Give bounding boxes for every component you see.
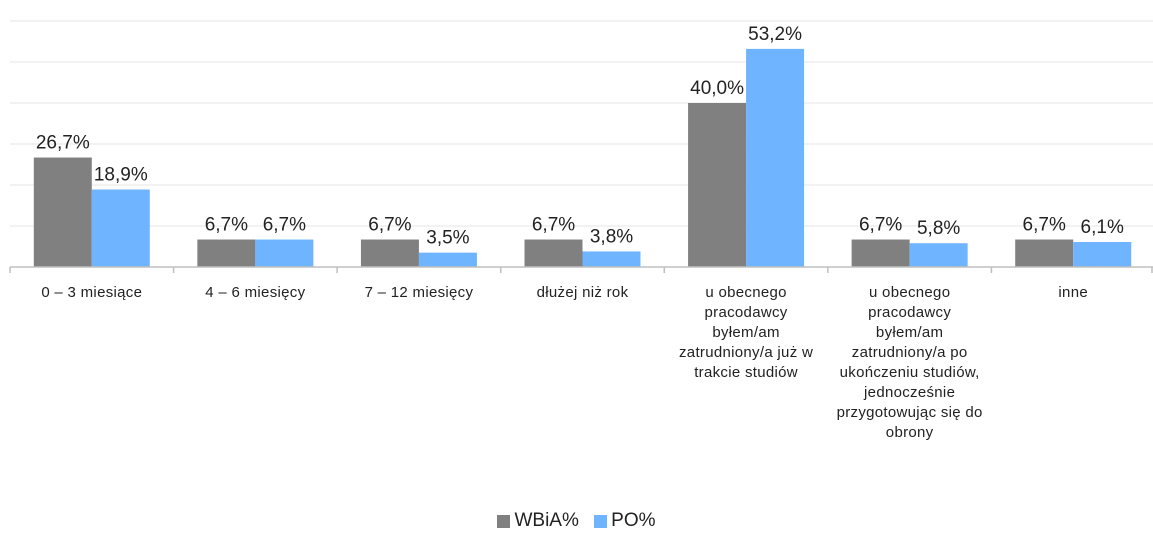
category-label-1: 4 – 6 miesięcy — [205, 284, 306, 301]
bar-wbia-0 — [33, 157, 92, 267]
legend-item-wbia: WBiA% — [497, 510, 579, 532]
data-label-wbia-6: 6,7% — [1023, 215, 1066, 236]
bar-po-4 — [746, 48, 805, 267]
data-label-po-5: 5,8% — [917, 218, 960, 239]
bar-wbia-1 — [197, 239, 256, 267]
data-label-wbia-2: 6,7% — [368, 215, 411, 236]
bar-po-5 — [909, 243, 968, 267]
legend-label-wbia: WBiA% — [514, 510, 579, 531]
bar-wbia-4 — [688, 103, 747, 267]
category-label-3: dłużej niż rok — [536, 284, 629, 301]
data-label-wbia-0: 26,7% — [36, 133, 90, 154]
bar-wbia-3 — [524, 239, 583, 267]
bar-po-3 — [582, 251, 641, 267]
bar-po-1 — [255, 239, 314, 267]
legend: WBiA% PO% — [0, 510, 1153, 534]
category-label-0: 0 – 3 miesiące — [41, 284, 143, 301]
data-label-po-6: 6,1% — [1081, 217, 1124, 238]
data-label-wbia-5: 6,7% — [859, 215, 902, 236]
bar-wbia-2 — [360, 239, 419, 267]
data-label-po-3: 3,8% — [590, 226, 633, 247]
bar-wbia-5 — [851, 239, 910, 267]
category-label-4: u obecnego pracodawcy byłem/am zatrudnio… — [679, 284, 814, 381]
bar-po-2 — [418, 252, 477, 267]
legend-label-po: PO% — [611, 510, 656, 531]
bar-po-6 — [1073, 241, 1132, 267]
data-label-po-0: 18,9% — [94, 165, 148, 186]
bar-po-0 — [91, 189, 150, 267]
category-label-6: inne — [1058, 284, 1088, 301]
data-label-po-4: 53,2% — [748, 24, 802, 45]
legend-item-po: PO% — [594, 510, 656, 532]
legend-swatch-po — [594, 514, 608, 528]
data-label-po-2: 3,5% — [426, 228, 469, 249]
category-label-5: u obecnego pracodawcy byłem/am zatrudnio… — [836, 284, 983, 441]
data-label-wbia-4: 40,0% — [690, 78, 744, 99]
data-label-po-1: 6,7% — [263, 215, 306, 236]
legend-swatch-wbia — [497, 514, 511, 528]
data-label-wbia-1: 6,7% — [205, 215, 248, 236]
category-label-2: 7 – 12 miesięcy — [364, 284, 474, 301]
bar-wbia-6 — [1015, 239, 1074, 267]
data-label-wbia-3: 6,7% — [532, 215, 575, 236]
